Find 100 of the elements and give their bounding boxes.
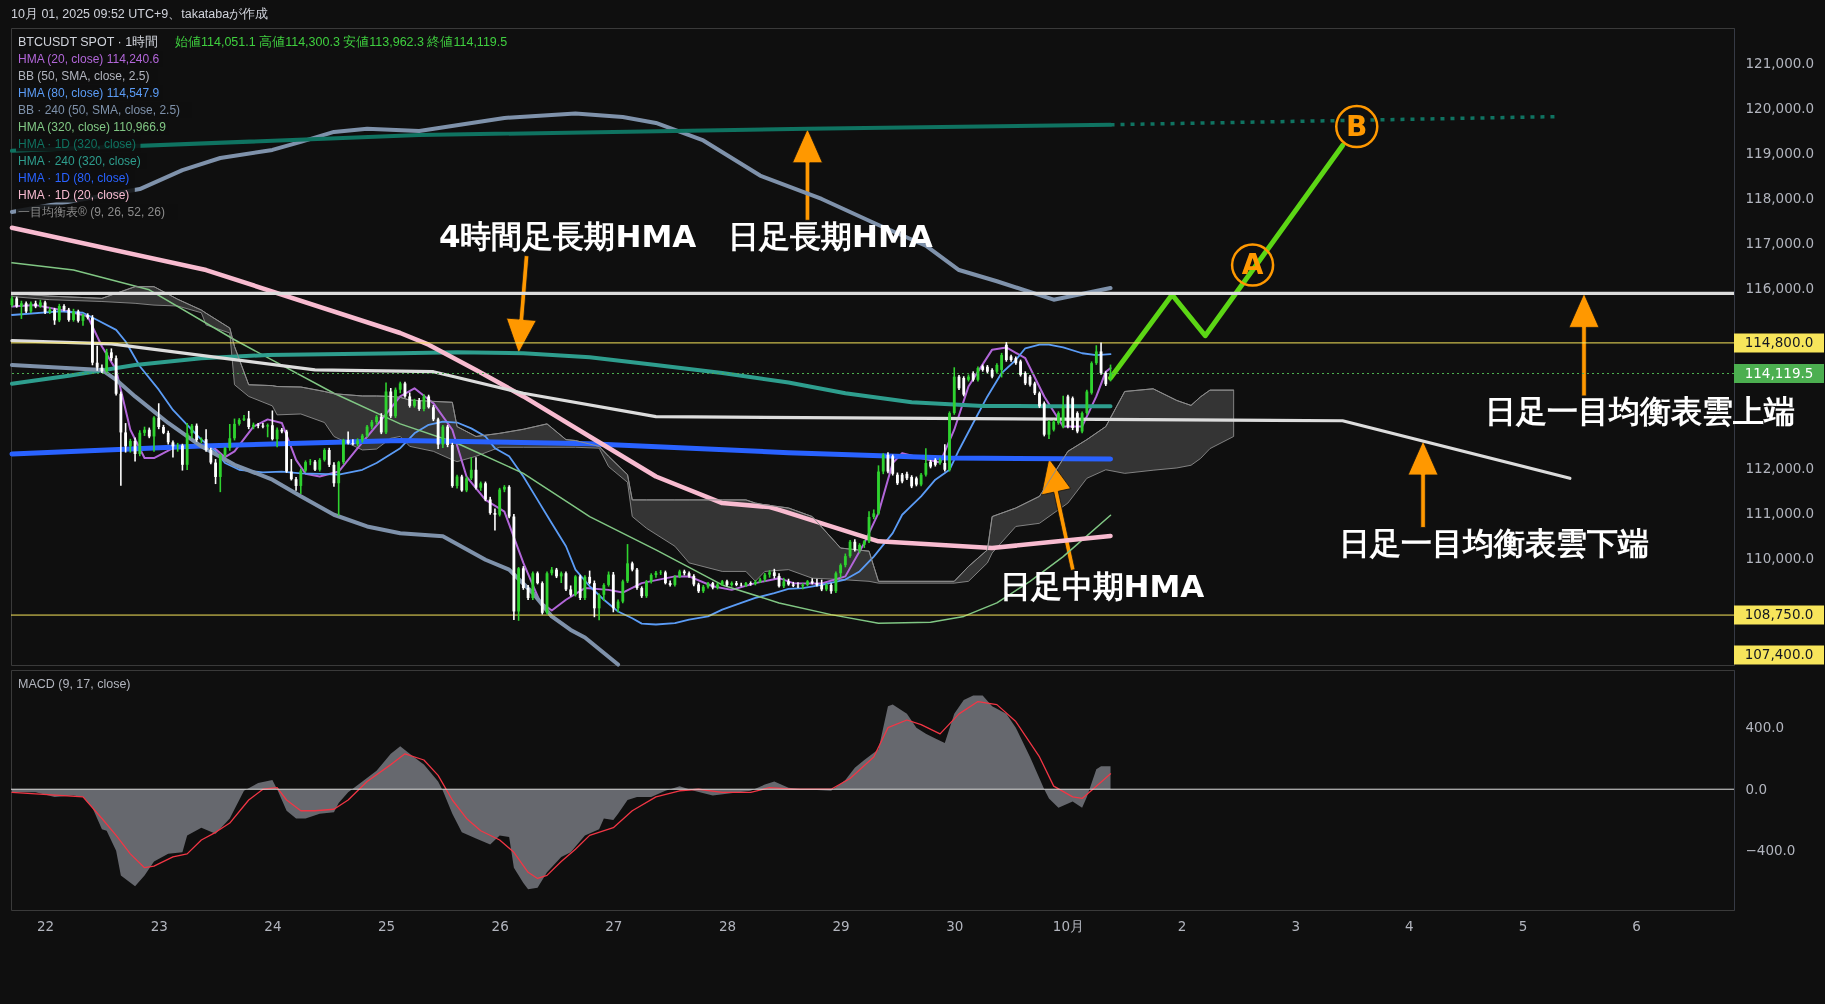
candlestick — [824, 583, 828, 592]
annotation: 4時間足長期HMA — [438, 218, 697, 255]
candlestick — [304, 460, 307, 473]
candlestick — [157, 403, 161, 430]
candlestick — [626, 544, 629, 584]
candlestick — [574, 575, 577, 597]
x-tick-label: 27 — [605, 917, 623, 934]
candlestick — [1090, 361, 1093, 395]
candlestick — [1109, 364, 1112, 382]
x-tick-label: 6 — [1632, 917, 1641, 934]
candlestick — [668, 580, 672, 587]
candlestick — [550, 567, 554, 576]
text: MACD (9, 17, close) — [18, 677, 131, 691]
x-tick-label: 30 — [946, 917, 964, 934]
candlestick — [1061, 395, 1065, 429]
ref-line-label: 114,119.5 — [1744, 364, 1814, 381]
candlestick — [583, 575, 587, 601]
x-tick-label: 23 — [150, 917, 168, 934]
annotation: BB (50, SMA, close, 2.5) — [18, 69, 150, 83]
candlestick — [105, 348, 109, 373]
text: 107,400.0 — [1744, 646, 1814, 662]
candlestick — [834, 571, 838, 593]
candlestick — [1038, 391, 1041, 409]
candlestick — [394, 387, 397, 418]
text: 10月 01, 2025 09:52 UTC+9、takatabaが作成 — [11, 7, 269, 21]
text: HMA · 1D (80, close) — [18, 171, 130, 185]
candlestick — [138, 430, 142, 457]
candlestick — [858, 543, 861, 553]
y-tick-label: 112,000.0 — [1745, 460, 1815, 477]
ref-line-label: 108,750.0 — [1744, 606, 1814, 623]
candlestick — [53, 307, 56, 325]
candlestick — [735, 580, 738, 587]
candlestick — [270, 410, 274, 441]
line-series — [9, 362, 621, 667]
candlestick — [962, 376, 966, 397]
candlestick — [806, 580, 809, 587]
candlestick — [697, 582, 700, 593]
x-tick-label: 2 — [1177, 917, 1187, 934]
candlestick — [228, 423, 232, 451]
candlestick — [521, 566, 525, 590]
candlestick — [1057, 411, 1060, 425]
candlestick — [663, 570, 667, 585]
y-tick-label: 119,000.0 — [1745, 145, 1815, 162]
candlestick — [943, 444, 947, 472]
candlestick — [465, 476, 468, 493]
x-tick-label: 5 — [1518, 917, 1528, 934]
candlestick — [621, 579, 625, 604]
candlestick — [1000, 352, 1004, 378]
text: HMA · 1D (20, close) — [18, 188, 130, 202]
x-tick-label: 4 — [1405, 917, 1414, 934]
candlestick — [218, 453, 222, 493]
y-tick-label: 120,000.0 — [1745, 100, 1815, 117]
y-tick-label: 116,000.0 — [1745, 280, 1815, 297]
candlestick — [341, 438, 345, 465]
candlestick — [261, 423, 265, 429]
candlestick — [100, 364, 104, 373]
candlestick — [289, 459, 293, 481]
y-tick-label: 110,000.0 — [1745, 550, 1815, 567]
candlestick — [791, 581, 795, 588]
candlestick — [375, 414, 378, 425]
annotation: 日足一目均衡表雲下端 — [1339, 524, 1650, 561]
candlestick — [181, 443, 184, 471]
candlestick — [337, 460, 341, 516]
candlestick — [1085, 389, 1089, 415]
candlestick — [502, 485, 506, 493]
candlestick — [810, 578, 814, 585]
annotation: B — [1346, 109, 1368, 143]
candlestick — [413, 398, 416, 408]
x-tick-label: 28 — [718, 917, 737, 934]
text: HMA · 240 (320, close) — [18, 154, 141, 168]
candlestick — [72, 308, 75, 322]
candlestick — [204, 429, 208, 452]
candlestick — [891, 454, 895, 476]
candlestick — [484, 481, 487, 502]
candlestick — [256, 423, 260, 429]
y-tick-label: 400.0 — [1745, 719, 1785, 736]
candlestick — [881, 453, 885, 475]
text: BB · 240 (50, SMA, close, 2.5) — [18, 103, 181, 117]
candlestick — [559, 571, 563, 584]
candlestick — [162, 424, 165, 435]
text: 始値114,051.1 高値114,300.3 安値113,962.3 終値114,119.5 — [175, 34, 508, 49]
candlestick — [252, 422, 255, 430]
candlestick — [214, 459, 217, 485]
y-tick-label: 121,000.0 — [1745, 55, 1815, 72]
candlestick — [299, 468, 303, 494]
candlestick — [730, 581, 734, 587]
candlestick — [787, 578, 790, 586]
x-tick-label: 24 — [264, 917, 282, 934]
candlestick — [985, 365, 989, 374]
series-label: HMA · 1D (320, close) — [18, 137, 137, 151]
candlestick — [877, 465, 880, 516]
candlestick — [929, 459, 933, 469]
candlestick — [896, 472, 899, 485]
candlestick — [469, 457, 473, 481]
candlestick — [607, 571, 611, 587]
y-tick-label: 117,000.0 — [1745, 235, 1815, 252]
candlestick — [720, 580, 724, 586]
candlestick — [967, 374, 970, 382]
candlestick — [233, 418, 236, 441]
annotation: 日足一目均衡表雲上端 — [1485, 393, 1795, 430]
